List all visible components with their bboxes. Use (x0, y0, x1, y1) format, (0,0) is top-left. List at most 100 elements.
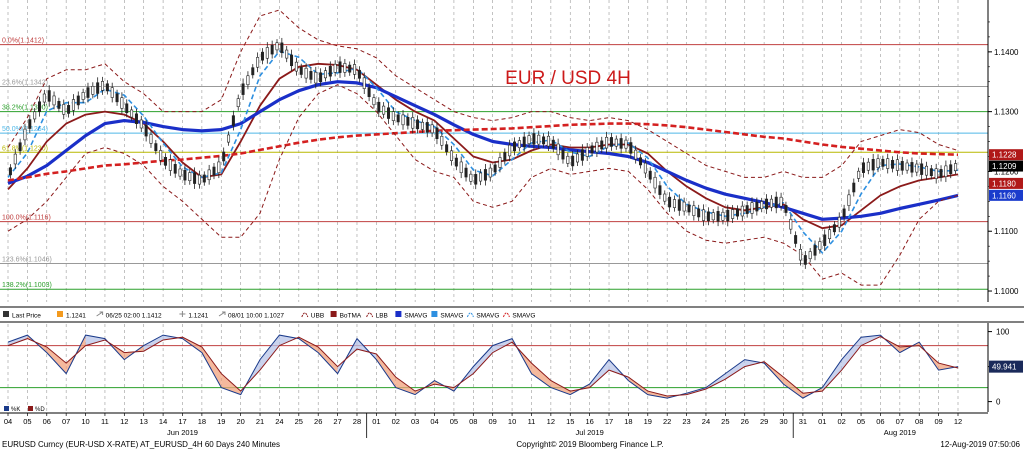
x-tick-label: 14 (159, 417, 167, 426)
price-candle-body (464, 167, 468, 178)
price-candle-body (527, 135, 531, 145)
price-candle-body (38, 101, 42, 112)
price-candle-body (910, 162, 914, 173)
price-candle-body (866, 161, 870, 171)
price-candle-body (105, 83, 109, 92)
price-candle-body (639, 157, 643, 166)
price-candle-body (900, 161, 904, 171)
price-candle-body (139, 119, 143, 129)
price-candle-body (624, 139, 628, 149)
x-tick-label: 12 (954, 417, 962, 426)
price-candle-body (120, 97, 124, 109)
price-candle-body (416, 119, 420, 130)
x-axis: 04 05 06 07 10 11 12 13 14 17 18 19 20 21 24 25 26 27 28 01… (4, 413, 962, 438)
price-candle-body (920, 163, 924, 175)
price-candle-body (513, 141, 517, 152)
price-candle-body (760, 201, 764, 209)
price-tag-label: 1.1228 (992, 151, 1017, 160)
month-label: Jul 2019 (575, 428, 603, 437)
price-candle-body (227, 134, 231, 143)
price-series (7, 9, 959, 286)
price-candle-body (319, 72, 323, 83)
price-candle-body (881, 158, 885, 167)
price-candle-body (290, 54, 294, 67)
price-candle-body (430, 124, 434, 134)
fib-level-label: 100.0%(1.1116) (2, 215, 51, 222)
series-line (7, 122, 959, 182)
stochastic-legend-swatch (28, 406, 33, 411)
x-tick-label: 11 (101, 417, 109, 426)
stochastic-fill (531, 363, 551, 388)
x-tick-label: 16 (585, 417, 593, 426)
price-candle-body (222, 151, 226, 162)
x-tick-label: 25 (721, 417, 729, 426)
price-candle-body (731, 209, 735, 219)
price-candle-body (149, 134, 153, 144)
price-candle-body (178, 168, 182, 177)
fib-level-label: 38.2%(1.1300) (2, 105, 48, 112)
price-tick-label: 1.1000 (994, 287, 1019, 296)
price-candle-body (367, 87, 371, 97)
price-candle-body (590, 145, 594, 154)
fib-level-label: 123.6%(1.1046) (2, 257, 52, 264)
stochastic-fill (550, 380, 571, 395)
price-candle-body (474, 174, 478, 185)
price-candle-body (420, 121, 424, 130)
price-candle-body (653, 176, 657, 189)
price-candle-body (508, 144, 512, 157)
price-candle-body (726, 209, 730, 222)
stochastic-fill (260, 335, 280, 371)
stochastic-fill (589, 359, 610, 388)
price-candle-body (808, 251, 812, 260)
x-tick-label: 24 (275, 417, 283, 426)
price-candle-body (677, 199, 681, 211)
price-candle-body (115, 93, 119, 103)
stochastic-legend-label: %K (11, 407, 20, 413)
price-candle-body (949, 164, 953, 174)
price-tag (989, 160, 1023, 172)
x-tick-label: 26 (314, 417, 322, 426)
footer-description: EURUSD Curncy (EUR-USD X-RATE) AT_EURUSD… (2, 440, 280, 449)
stochastic-legend-label: %D (35, 407, 45, 413)
fibonacci-levels: 0.0%(1.1412)23.6%(1.1342)38.2%(1.1300)50… (0, 38, 988, 290)
price-candle-body (425, 122, 429, 133)
price-candle-body (585, 147, 589, 157)
month-label: Aug 2019 (884, 428, 916, 437)
price-candle-body (42, 93, 46, 103)
price-candle-body (886, 158, 890, 169)
price-candle-body (275, 42, 279, 51)
price-candle-body (110, 87, 114, 98)
stochastic-value-tag (989, 360, 1023, 373)
price-candle-body (576, 153, 580, 163)
x-tick-label: 28 (353, 417, 361, 426)
price-candle-body (134, 113, 138, 124)
price-candle-body (702, 209, 706, 221)
price-candle-body (929, 168, 933, 177)
stochastic-fill (201, 347, 222, 388)
price-candle-body (343, 63, 347, 73)
price-candle-body (483, 169, 487, 181)
chart-title: EUR / USD 4H (505, 68, 631, 89)
stochastic-line (7, 334, 959, 399)
x-tick-label: 07 (62, 417, 70, 426)
stochastic-fill (783, 377, 803, 399)
legend-label: 1.1241 (188, 313, 208, 320)
x-tick-label: 10 (81, 417, 89, 426)
price-candle-body (721, 211, 725, 221)
price-candle-body (614, 138, 618, 147)
legend-swatch (301, 312, 309, 318)
legend-label: SMAVG (512, 313, 535, 320)
main-legend: Last Price 1.1241 06/25 02:00 1.1412 1.1241… (3, 311, 535, 320)
price-tag (989, 189, 1023, 201)
fib-level-label: 61.8%(1.1230) (2, 145, 48, 152)
price-candle-body (449, 150, 453, 161)
price-candle-body (164, 157, 168, 166)
price-candle-body (314, 71, 318, 84)
legend-label: 1.1241 (66, 313, 86, 320)
stochastic-fill (473, 345, 493, 374)
price-candle-body (8, 167, 12, 176)
x-tick-label: 31 (799, 417, 807, 426)
fast-sma-line (7, 50, 959, 254)
stochastic-panel (0, 334, 988, 399)
